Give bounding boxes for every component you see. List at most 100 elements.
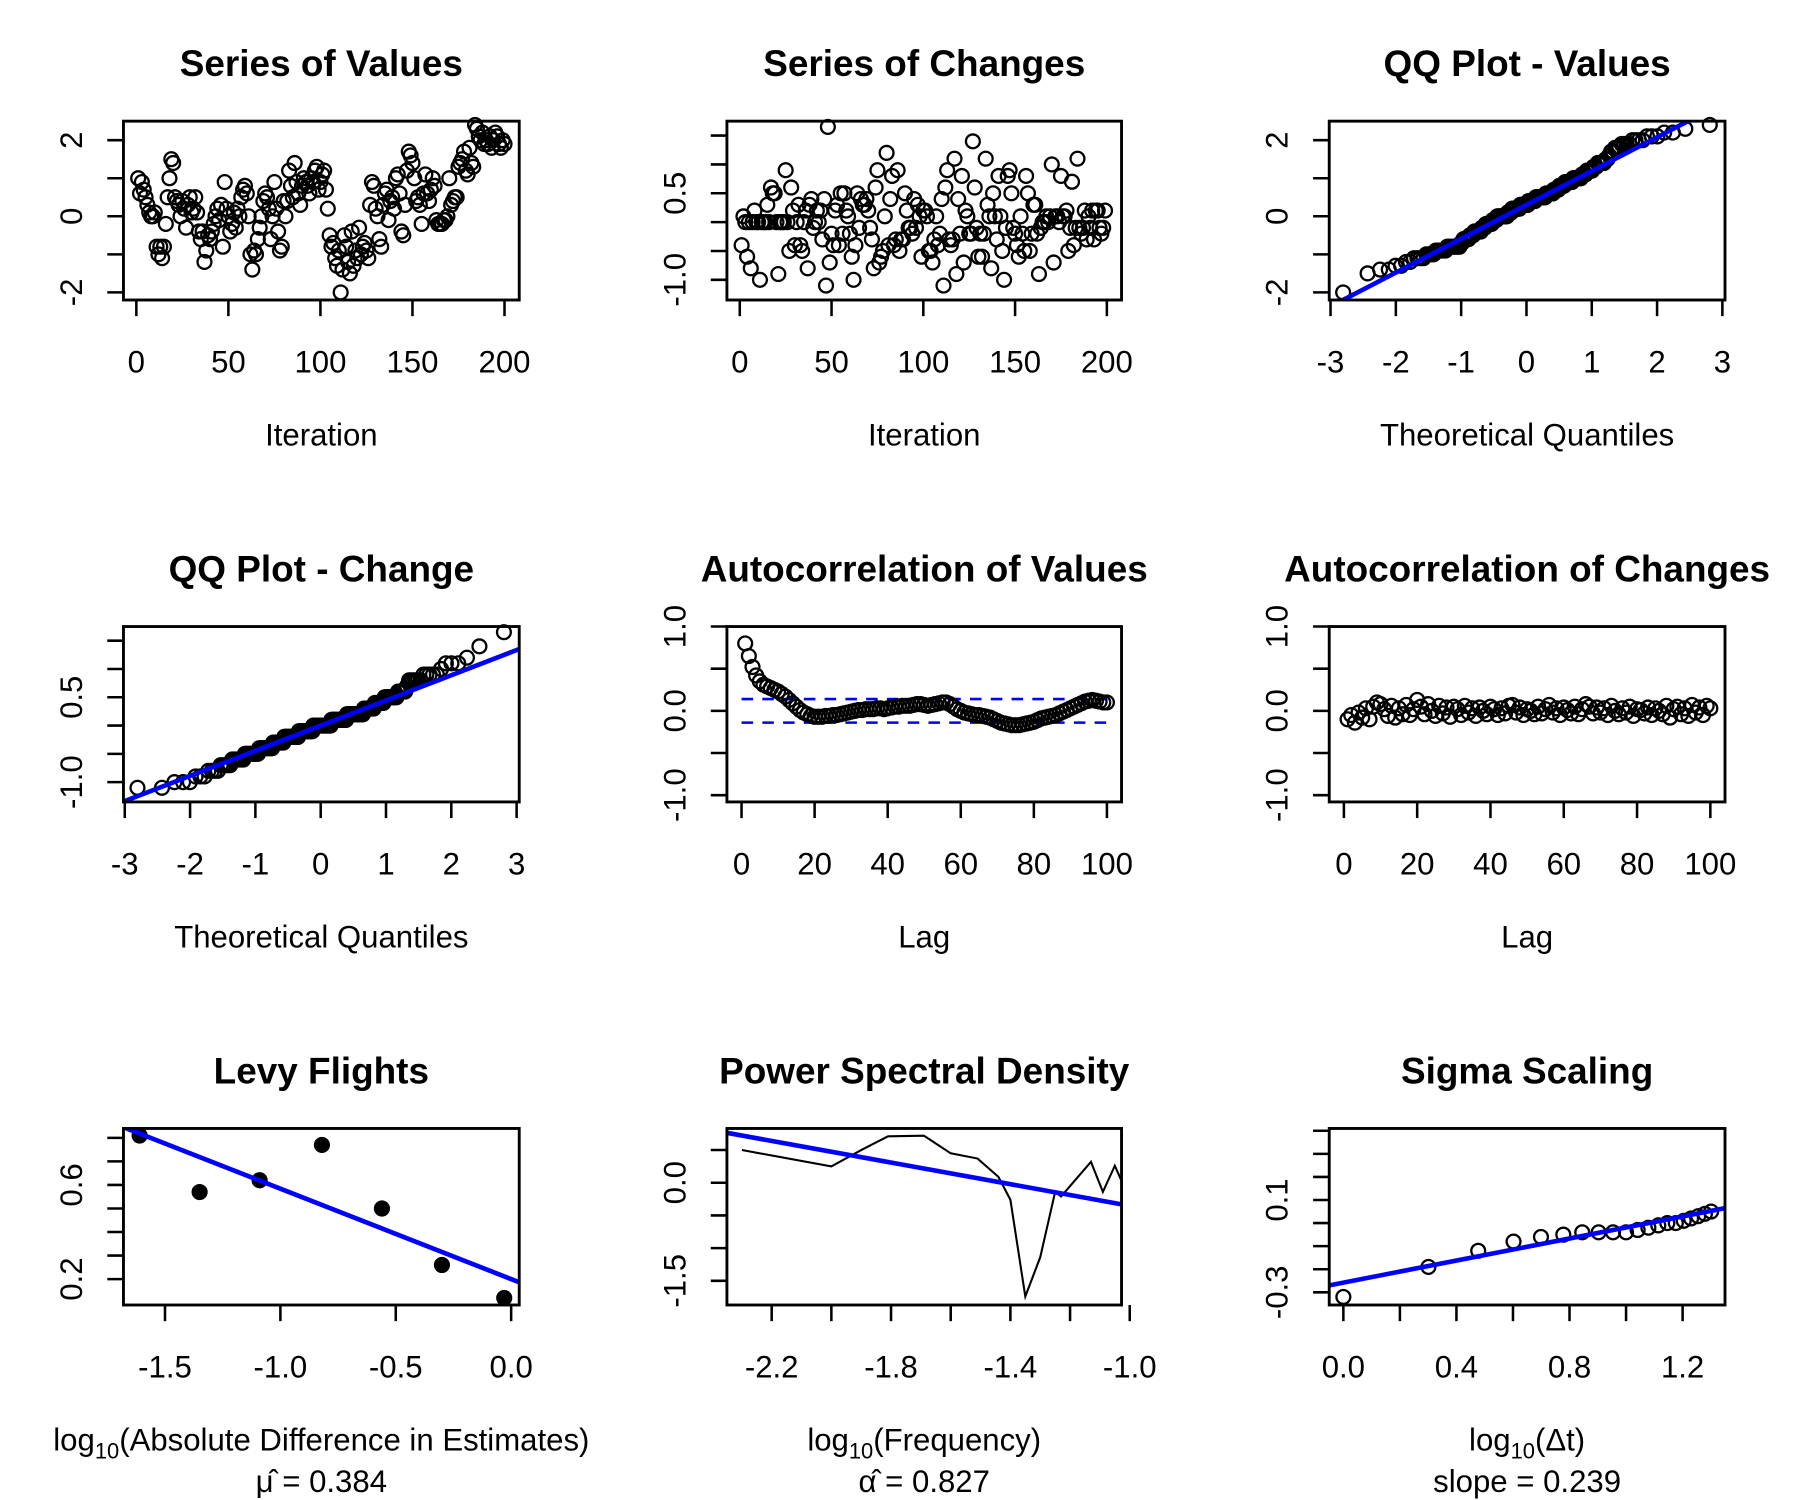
plot-box — [122, 1127, 521, 1307]
data-point — [258, 189, 276, 206]
data-point — [1464, 700, 1481, 717]
panel-autocorrelation-of-values: Autocorrelation of Values 0 20 40 60 80 100 -1.… — [657, 549, 1147, 955]
data-point — [273, 238, 290, 255]
x-tick-label: 2 — [1648, 345, 1665, 380]
chart-subtitle: slope = 0.239 — [1433, 1464, 1621, 1499]
x-axis-label: Iteration — [868, 417, 981, 452]
data-point — [310, 181, 327, 198]
data-point — [424, 170, 441, 187]
x-axis-label-subscript: 10 — [95, 1438, 119, 1463]
data-point — [1354, 709, 1371, 726]
y-tick-label: 0.0 — [1260, 689, 1295, 732]
data-point — [319, 200, 336, 217]
y-tick-label: 0.2 — [54, 1257, 89, 1300]
data-point — [422, 181, 439, 198]
x-axis-label: Iteration — [265, 417, 378, 452]
data-point — [159, 189, 176, 206]
data-point — [161, 170, 178, 187]
data-point — [858, 190, 875, 208]
x-axis-label-prefix: log — [53, 1422, 95, 1457]
data-point — [317, 181, 335, 198]
x-tick-label: -1.4 — [984, 1350, 1038, 1385]
data-point — [847, 237, 864, 254]
data-point — [1675, 1212, 1692, 1229]
y-tick-label: -1.0 — [1260, 768, 1295, 822]
x-axis-label-prefix: log — [1469, 1422, 1511, 1457]
data-point — [332, 284, 349, 301]
data-point — [975, 225, 992, 242]
y-tick-label: 2 — [1260, 132, 1295, 149]
data-point — [995, 271, 1013, 288]
x-tick-label: 80 — [1620, 847, 1655, 882]
data-point — [395, 227, 412, 244]
data-point — [939, 162, 956, 179]
x-axis-label-subscript: 10 — [849, 1438, 873, 1463]
chart-title: QQ Plot - Change — [169, 549, 475, 590]
data-point — [1702, 700, 1719, 717]
y-tick-label: -1.0 — [54, 755, 89, 809]
y-tick-label: -0.3 — [1260, 1265, 1295, 1319]
data-point — [1001, 162, 1018, 179]
data-point — [448, 189, 465, 206]
data-point — [465, 158, 482, 175]
data-point — [850, 219, 868, 236]
chart-title: Power Spectral Density — [719, 1050, 1130, 1091]
chart-title: Autocorrelation of Changes — [1284, 549, 1770, 590]
data-point — [406, 170, 423, 187]
chart-title: Autocorrelation of Values — [701, 549, 1148, 590]
x-tick-label: 3 — [508, 847, 525, 882]
panel-levy-flights: Levy Flights -1.5 -1.0 -0.5 0.0 0.6 0.2 log10(A… — [53, 1050, 589, 1498]
x-tick-label: 0.0 — [490, 1350, 533, 1385]
y-tick-label: 1.0 — [1260, 605, 1295, 648]
data-point — [292, 196, 309, 213]
x-tick-label: 50 — [814, 345, 849, 380]
data-point — [1698, 697, 1715, 714]
data-point — [794, 242, 811, 260]
x-tick-label: 0 — [1518, 345, 1535, 380]
x-axis-label: Lag — [898, 919, 950, 954]
chart-title: Levy Flights — [214, 1050, 429, 1091]
data-point — [1650, 1217, 1667, 1234]
y-tick-label: -1.0 — [657, 768, 692, 822]
x-tick-label: 20 — [797, 847, 832, 882]
chart-title: Series of Changes — [763, 43, 1085, 84]
data-point — [373, 238, 390, 255]
data-point — [1537, 701, 1554, 718]
data-point — [135, 181, 152, 198]
y-tick-label: -2 — [1260, 279, 1295, 307]
data-point — [783, 179, 800, 196]
data-point — [810, 214, 827, 231]
data-point — [1438, 699, 1455, 716]
data-point — [203, 223, 220, 240]
data-point — [918, 208, 936, 225]
data-point — [231, 208, 248, 225]
data-point — [863, 231, 880, 248]
data-point — [742, 260, 759, 277]
data-point — [443, 655, 460, 672]
data-point — [286, 154, 303, 172]
x-tick-label: 100 — [897, 345, 949, 380]
data-point — [1621, 698, 1638, 715]
data-point — [1096, 202, 1114, 219]
y-tick-label: 1.0 — [657, 605, 692, 648]
data-point — [937, 179, 954, 196]
data-point — [1504, 696, 1521, 714]
y-tick-label: 0 — [54, 208, 89, 225]
y-tick-label: 0.0 — [657, 689, 692, 732]
x-tick-label: 40 — [1473, 847, 1508, 882]
panel-autocorrelation-of-changes: Autocorrelation of Changes 0 20 40 60 80 100 -1… — [1260, 549, 1770, 955]
data-point — [413, 215, 430, 232]
data-point — [244, 261, 261, 278]
x-axis-label: Theoretical Quantiles — [1380, 417, 1674, 452]
y-tick-label: -1.0 — [657, 253, 692, 307]
x-tick-label: 1 — [1583, 345, 1600, 380]
data-point — [862, 219, 879, 236]
data-point — [137, 189, 154, 206]
x-axis-label: log10(Δt) — [1469, 1422, 1585, 1463]
data-point — [1098, 694, 1115, 711]
x-tick-label: 0 — [731, 345, 748, 380]
x-tick-label: -1 — [1447, 345, 1475, 380]
plot-box — [122, 119, 521, 302]
data-point — [821, 254, 838, 271]
data-point — [951, 225, 969, 242]
